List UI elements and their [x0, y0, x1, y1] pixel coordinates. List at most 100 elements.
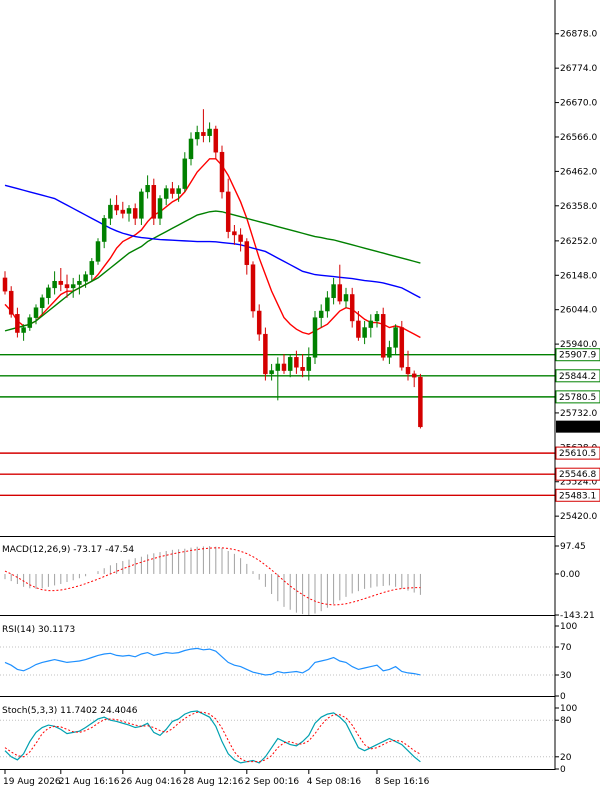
- price-tick-label: 26462.0: [560, 167, 597, 177]
- candle-body: [411, 373, 417, 378]
- candle-body: [207, 128, 212, 136]
- time-tick-label: 21 Aug 16:16: [59, 777, 120, 787]
- indicator-tick-label: 70: [560, 643, 572, 653]
- candle-body: [331, 284, 336, 299]
- time-tick-label: 26 Aug 04:16: [121, 777, 182, 787]
- candle-body: [52, 280, 57, 289]
- candle-body: [368, 320, 374, 328]
- support-level-label: 25780.5: [559, 393, 596, 403]
- price-tick-label: 26044.0: [560, 306, 597, 316]
- indicator-tick-label: 80: [560, 716, 572, 726]
- candle-body: [374, 314, 380, 322]
- price-tick-label: 26878.0: [560, 30, 597, 40]
- candle-body: [318, 310, 324, 318]
- candle-body: [343, 294, 349, 302]
- stoch-panel: Stoch(5,3,3) 11.7402 24.4046 100 80 20 0: [0, 704, 577, 775]
- indicator-tick-label: 100: [560, 622, 577, 632]
- price-tick-label: 26358.0: [560, 202, 597, 212]
- candle-body: [126, 208, 132, 214]
- support-level-label: 25907.9: [559, 351, 596, 361]
- candle-body: [8, 290, 14, 315]
- support-level-tag: [555, 369, 600, 383]
- stoch-title: Stoch(5,3,3) 11.7402 24.4046: [2, 706, 138, 716]
- indicator-tick-label: 30: [560, 671, 572, 681]
- candle-body: [101, 218, 107, 242]
- candle-body: [182, 158, 188, 189]
- candle-body: [250, 264, 256, 312]
- moving-average-line: [4, 184, 421, 299]
- rsi-panel: RSI(14) 30.1173 100 70 30 0: [0, 622, 577, 702]
- candle-body: [380, 314, 386, 358]
- candle-body: [263, 333, 268, 375]
- candle-body: [387, 347, 392, 358]
- indicator-tick-label: 20: [560, 753, 572, 763]
- candle-body: [294, 357, 299, 368]
- indicator-tick-label: 97.45: [560, 542, 586, 552]
- candle-body: [170, 188, 175, 194]
- candle-body: [15, 314, 20, 333]
- indicator-tick-label: 0: [560, 765, 566, 775]
- candle-body: [176, 188, 181, 194]
- support-level-tag: [555, 390, 600, 404]
- price-tick-label: 26252.0: [560, 237, 597, 247]
- price-tick-label: 26148.0: [560, 271, 597, 281]
- resistance-level-label: 25546.8: [559, 470, 596, 480]
- candle-body: [95, 241, 101, 262]
- candle-body: [194, 132, 200, 140]
- candle-body: [83, 274, 88, 282]
- price-tick-label: 26774.0: [560, 64, 597, 74]
- candle-body: [46, 287, 51, 299]
- candle-body: [163, 188, 169, 199]
- candle-body: [70, 284, 76, 289]
- indicator-tick-label: 0.00: [560, 570, 580, 580]
- support-level-label: 25844.2: [559, 372, 596, 382]
- candle-body: [244, 241, 250, 265]
- candle-body: [145, 185, 150, 193]
- time-tick-label: 4 Sep 08:16: [307, 777, 362, 787]
- stoch-k-line: [4, 710, 421, 764]
- price-tick-label: 25940.0: [560, 340, 597, 350]
- candle-body: [139, 191, 144, 219]
- indicator-tick-label: -143.21: [560, 611, 595, 621]
- rsi-title: RSI(14) 30.1173: [2, 625, 75, 635]
- candle-body: [120, 209, 126, 214]
- candle-body: [356, 320, 361, 338]
- moving-average-line: [4, 210, 421, 332]
- indicator-tick-label: 100: [560, 704, 577, 714]
- price-tick-label: 25420.0: [560, 512, 597, 522]
- candle-body: [238, 234, 243, 242]
- time-tick-label: 28 Aug 12:16: [183, 777, 244, 787]
- macd-panel: MACD(12,26,9) -73.17 -47.54 97.45 0.00 -14…: [0, 542, 595, 621]
- candle-body: [188, 138, 194, 160]
- current-price-tag: [556, 420, 600, 433]
- resistance-level-tag: [555, 446, 600, 460]
- price-tick-label: 25524.0: [560, 478, 597, 488]
- candle-body: [306, 357, 312, 371]
- price-tick-label: 26670.0: [560, 99, 597, 109]
- candle-body: [151, 185, 157, 219]
- support-level-tag: [555, 348, 600, 362]
- candle-body: [275, 363, 281, 371]
- candle-body: [362, 327, 367, 338]
- resistance-level-label: 25610.5: [559, 449, 596, 459]
- candle-body: [77, 280, 82, 285]
- candle-body: [219, 151, 225, 193]
- macd-title: MACD(12,26,9) -73.17 -47.54: [2, 545, 134, 555]
- candle-body: [393, 327, 398, 348]
- time-tick-label: 8 Sep 16:16: [375, 777, 430, 787]
- candle-body: [225, 191, 231, 232]
- candle-body: [132, 208, 138, 219]
- candle-body: [27, 317, 33, 328]
- candle-body: [405, 367, 411, 375]
- candle-body: [64, 284, 70, 289]
- candle-body: [269, 370, 274, 375]
- macd-signal-line: [4, 547, 421, 606]
- price-tick-label: 25732.0: [560, 409, 597, 419]
- candle-body: [232, 231, 237, 236]
- resistance-level-tag: [555, 488, 600, 502]
- indicator-tick-label: 0: [560, 692, 566, 702]
- candle-body: [2, 277, 8, 292]
